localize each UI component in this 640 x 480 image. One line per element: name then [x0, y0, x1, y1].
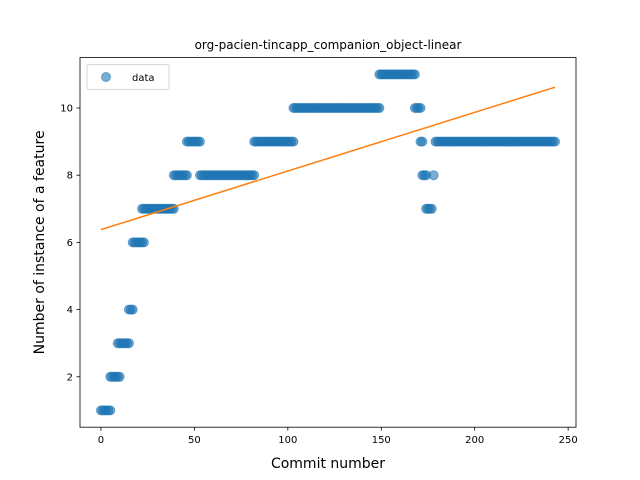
- data-point: [123, 338, 134, 349]
- data-point: [288, 136, 299, 147]
- y-axis-ticks: 2 4 6 8 10: [60, 104, 80, 383]
- data-point: [194, 136, 205, 147]
- data-point: [138, 237, 149, 248]
- data-point: [415, 103, 426, 113]
- legend-marker: [101, 72, 111, 82]
- y-tick-label: 2: [67, 372, 73, 383]
- y-tick-label: 8: [67, 171, 73, 182]
- data-point: [114, 371, 125, 382]
- x-axis-label: Commit number: [271, 456, 385, 472]
- y-axis-label: Number of instance of a feature: [32, 130, 48, 354]
- data-point: [417, 136, 428, 147]
- y-tick-label: 6: [67, 238, 73, 249]
- x-tick-label: 0: [98, 435, 104, 446]
- x-tick-label: 100: [278, 435, 297, 446]
- data-point: [181, 170, 192, 181]
- data-point: [374, 103, 385, 113]
- chart-title: org-pacien-tincapp_companion_object-line…: [195, 38, 462, 52]
- data-point: [426, 203, 437, 214]
- x-tick-label: 200: [465, 435, 484, 446]
- data-point: [105, 405, 116, 416]
- x-tick-label: 150: [372, 435, 391, 446]
- x-tick-label: 50: [188, 435, 201, 446]
- legend-box: [86, 64, 170, 90]
- y-tick-label: 10: [60, 104, 73, 115]
- y-tick-label: 4: [67, 305, 73, 316]
- data-point: [249, 170, 260, 181]
- data-point: [550, 136, 561, 147]
- legend: data: [86, 64, 170, 90]
- data-point: [409, 69, 420, 80]
- fit-line-layer: [100, 86, 556, 231]
- data-point: [428, 170, 439, 181]
- data-points: [95, 69, 561, 416]
- data-point: [127, 304, 138, 315]
- x-axis-ticks: 0 50 100 150 200 250: [98, 427, 578, 446]
- plot-frame: [79, 57, 577, 428]
- x-tick-label: 250: [559, 435, 578, 446]
- fit-line: [100, 86, 556, 231]
- legend-label-data: data: [132, 73, 155, 84]
